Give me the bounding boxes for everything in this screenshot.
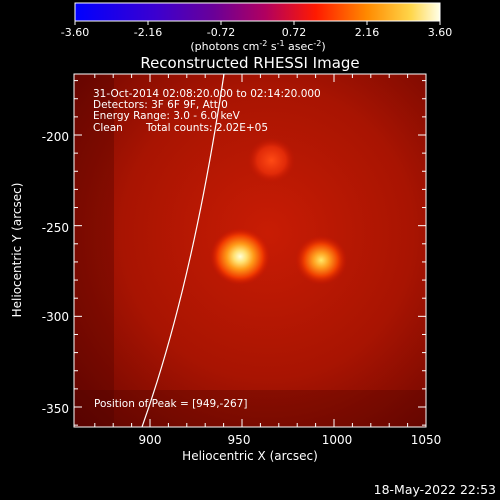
info-line-4b: Total counts: 2.02E+05 bbox=[145, 122, 268, 134]
sources-layer bbox=[210, 137, 348, 285]
plot-title: Reconstructed RHESSI Image bbox=[140, 54, 359, 72]
source-blob-2 bbox=[295, 235, 348, 285]
colorbar bbox=[74, 2, 441, 22]
y-tick-250: -250 bbox=[42, 221, 69, 235]
colorbar-tick-2: -0.72 bbox=[207, 26, 235, 39]
colorbar-tick-1: -2.16 bbox=[134, 26, 162, 39]
image-area bbox=[74, 74, 426, 427]
info-line-4a: Clean bbox=[93, 122, 123, 134]
axis-ticks bbox=[74, 74, 427, 427]
y-tick-350: -350 bbox=[42, 402, 69, 416]
info-line-2: Detectors: 3F 6F 9F, Att 0 bbox=[93, 99, 228, 111]
timestamp: 18-May-2022 22:53 bbox=[374, 482, 496, 497]
x-tick-950: 950 bbox=[228, 433, 251, 447]
y-axis-label: Heliocentric Y (arcsec) bbox=[10, 183, 24, 318]
x-tick-1000: 1000 bbox=[322, 433, 353, 447]
solar-limb-line bbox=[141, 74, 225, 427]
x-tick-1050: 1050 bbox=[411, 433, 442, 447]
colorbar-ticks bbox=[74, 21, 441, 25]
x-axis-label: Heliocentric X (arcsec) bbox=[182, 449, 318, 463]
y-tick-200: -200 bbox=[42, 130, 69, 144]
source-blob-3 bbox=[247, 137, 296, 184]
x-tick-900: 900 bbox=[139, 433, 162, 447]
y-tick-300: -300 bbox=[42, 310, 69, 324]
colorbar-tick-0: -3.60 bbox=[61, 26, 89, 39]
source-blob-1 bbox=[210, 227, 271, 285]
colorbar-tick-4: 2.16 bbox=[355, 26, 380, 39]
info-line-3: Energy Range: 3.0 - 6.0 keV bbox=[93, 110, 241, 122]
plot-frame bbox=[73, 73, 427, 428]
colorbar-tick-3: 0.72 bbox=[282, 26, 307, 39]
colorbar-unit: (photons cm-2 s-1 asec-2) bbox=[190, 39, 325, 53]
colorbar-tick-5: 3.60 bbox=[428, 26, 453, 39]
peak-position: Position of Peak = [949,-267] bbox=[94, 398, 248, 410]
info-line-1: 31-Oct-2014 02:08:20.000 to 02:14:20.000 bbox=[93, 88, 321, 100]
